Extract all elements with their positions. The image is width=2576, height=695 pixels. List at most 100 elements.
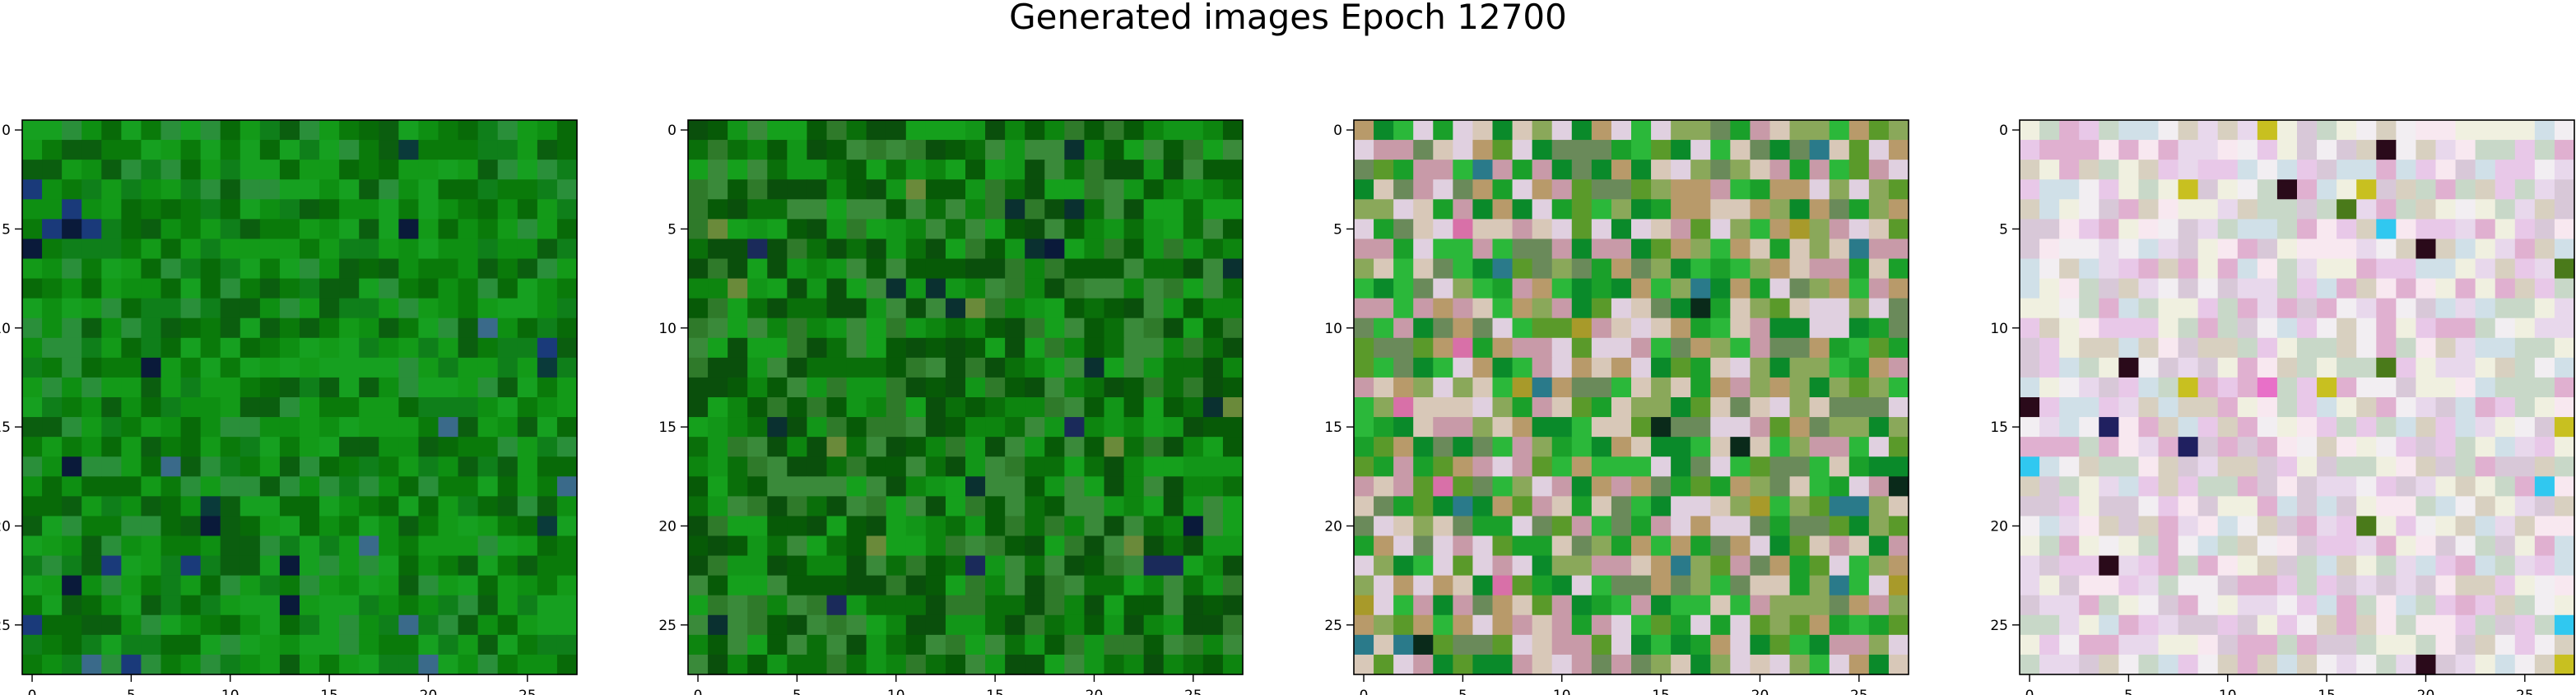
pixel-cell — [300, 199, 320, 220]
pixel-cell — [239, 120, 261, 141]
pixel-cell — [2257, 298, 2278, 319]
pixel-cell — [1222, 258, 1244, 280]
x-tick-label: 25 — [1184, 688, 1202, 695]
pixel-cell — [1651, 476, 1672, 497]
pixel-cell — [121, 239, 142, 260]
pixel-cell — [2059, 160, 2080, 180]
pixel-cell — [2178, 337, 2199, 359]
pixel-cell — [1005, 199, 1025, 220]
pixel-cell — [1104, 397, 1125, 418]
pixel-cell — [925, 535, 946, 557]
pixel-cell — [2416, 516, 2437, 537]
pixel-cell — [1769, 258, 1791, 280]
pixel-cell — [807, 317, 828, 339]
pixel-cell — [398, 239, 420, 260]
pixel-cell — [2554, 417, 2575, 438]
pixel-cell — [1591, 239, 1612, 260]
pixel-cell — [1769, 496, 1791, 517]
pixel-cell — [2396, 317, 2417, 339]
pixel-cell — [2475, 654, 2496, 675]
pixel-cell — [826, 437, 848, 457]
pixel-cell — [2534, 555, 2555, 577]
pixel-cell — [300, 535, 320, 557]
pixel-cell — [477, 337, 499, 359]
pixel-cell — [1730, 179, 1751, 200]
pixel-cell — [2337, 219, 2357, 240]
pixel-cell — [846, 654, 867, 675]
pixel-cell — [81, 120, 102, 141]
pixel-cell — [1453, 555, 1474, 577]
pixel-cell — [2138, 160, 2160, 180]
pixel-cell — [1789, 516, 1811, 537]
pixel-cell — [2317, 179, 2337, 200]
pixel-cell — [1183, 575, 1204, 596]
pixel-cell — [1025, 437, 1045, 457]
pixel-cell — [965, 496, 986, 517]
pixel-cell — [846, 634, 867, 656]
pixel-cell — [1492, 496, 1514, 517]
pixel-cell — [2020, 140, 2040, 160]
pixel-cell — [2217, 516, 2239, 537]
pixel-cell — [1472, 516, 1494, 537]
pixel-cell — [2455, 377, 2476, 398]
pixel-cell — [1084, 516, 1105, 537]
pixel-cell — [141, 535, 162, 557]
pixel-cell — [1222, 634, 1244, 656]
pixel-cell — [1123, 140, 1145, 160]
pixel-cell — [2495, 417, 2516, 438]
pixel-cell — [1750, 219, 1771, 240]
pixel-cell — [1631, 239, 1652, 260]
pixel-cell — [2534, 278, 2555, 299]
pixel-cell — [1710, 120, 1731, 141]
pixel-cell — [2079, 160, 2099, 180]
axes-frame — [2019, 119, 2575, 675]
pixel-cell — [985, 516, 1006, 537]
pixel-cell — [1769, 437, 1791, 457]
pixel-cell — [141, 219, 162, 240]
pixel-cell — [379, 337, 399, 359]
pixel-cell — [866, 397, 887, 418]
pixel-cell — [1354, 140, 1374, 160]
pixel-cell — [2396, 595, 2417, 616]
pixel-cell — [1611, 595, 1632, 616]
pixel-cell — [1769, 555, 1791, 577]
pixel-cell — [728, 317, 748, 339]
y-tick-label: 0 — [1999, 123, 2008, 139]
pixel-cell — [1750, 317, 1771, 339]
pixel-cell — [1671, 357, 1691, 378]
pixel-cell — [398, 476, 420, 497]
pixel-cell — [747, 575, 768, 596]
pixel-cell — [2237, 516, 2258, 537]
pixel-cell — [160, 357, 182, 378]
pixel-cell — [747, 160, 768, 180]
pixel-cell — [985, 219, 1006, 240]
pixel-cell — [1750, 437, 1771, 457]
pixel-cell — [2317, 595, 2337, 616]
pixel-cell — [1631, 160, 1652, 180]
y-tick-label: 25 — [0, 618, 11, 634]
pixel-cell — [2416, 219, 2437, 240]
pixel-cell — [1202, 614, 1224, 636]
pixel-cell — [319, 595, 340, 616]
pixel-cell — [300, 654, 320, 675]
pixel-cell — [2039, 417, 2060, 438]
pixel-cell — [556, 516, 578, 537]
pixel-cell — [1512, 476, 1533, 497]
pixel-cell — [1848, 575, 1870, 596]
pixel-cell — [2396, 160, 2417, 180]
pixel-cell — [1571, 456, 1593, 477]
pixel-cell — [42, 634, 63, 656]
pixel-cell — [160, 417, 182, 438]
pixel-cell — [1769, 397, 1791, 418]
pixel-cell — [2396, 140, 2417, 160]
pixel-cell — [2396, 614, 2417, 636]
pixel-cell — [2475, 476, 2496, 497]
pixel-cell — [708, 219, 728, 240]
pixel-cell — [1651, 317, 1672, 339]
pixel-cell — [1472, 595, 1494, 616]
pixel-cell — [497, 476, 518, 497]
pixel-cell — [846, 120, 867, 141]
pixel-cell — [497, 239, 518, 260]
pixel-cell — [925, 317, 946, 339]
pixel-cell — [1848, 140, 1870, 160]
